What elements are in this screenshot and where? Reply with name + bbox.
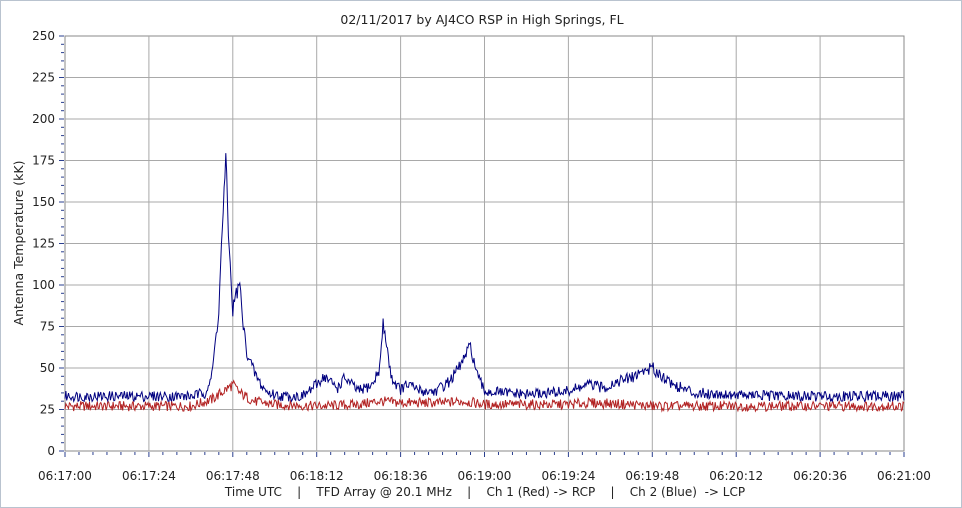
y-axis-label: Antenna Temperature (kK) [11,161,26,326]
y-tick-label: 50 [40,361,55,375]
x-tick-label: 06:20:12 [709,469,763,483]
x-tick-label: 06:18:36 [374,469,428,483]
x-tick-label: 06:19:48 [625,469,679,483]
plot-area: 0 25 50 75 100 125 150 175 200 225 250 06:17:00 06:1… [32,29,931,483]
y-tick-label: 25 [40,403,55,417]
y-tick-label: 75 [40,320,55,334]
x-tick-label: 06:19:00 [458,469,512,483]
y-tick-label: 225 [32,71,55,85]
series-line-2 [64,153,905,403]
y-tick-label: 100 [32,278,55,292]
x-tick-label: 06:17:48 [206,469,260,483]
x-tick-label: 06:17:00 [38,469,92,483]
x-tick-label: 06:19:24 [541,469,595,483]
x-tick-label: 06:18:12 [290,469,344,483]
y-tick-label: 0 [47,444,55,458]
chart-title: 02/11/2017 by AJ4CO RSP in High Springs,… [340,12,623,27]
series-line-1 [64,379,905,413]
y-tick-label: 125 [32,237,55,251]
y-tick-label: 150 [32,195,55,209]
x-axis-label: Time UTC | TFD Array @ 20.1 MHz | Ch 1 (… [224,485,745,499]
y-tick-label: 175 [32,154,55,168]
x-tick-label: 06:17:24 [122,469,176,483]
y-tick-label: 250 [32,29,55,43]
x-tick-label: 06:21:00 [877,469,931,483]
y-tick-label: 200 [32,112,55,126]
x-tick-label: 06:20:36 [793,469,847,483]
